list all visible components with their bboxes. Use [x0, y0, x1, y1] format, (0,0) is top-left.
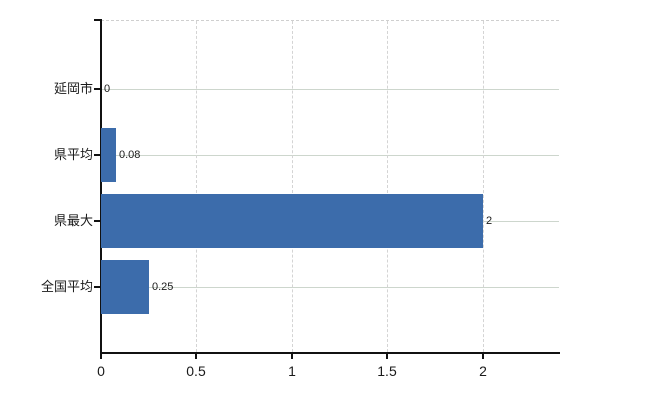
- bar-value-label: 0.25: [152, 281, 174, 293]
- x-axis-tick: [482, 353, 484, 359]
- x-axis-tick: [386, 353, 388, 359]
- x-tick-label: 0: [97, 363, 105, 379]
- horizontal-gridline: [101, 287, 559, 288]
- x-axis-line: [100, 352, 560, 354]
- x-axis-tick: [291, 353, 293, 359]
- bar: [101, 260, 149, 314]
- category-label: 県平均: [53, 147, 93, 162]
- y-axis-line: [100, 19, 102, 353]
- vertical-gridline: [196, 21, 197, 352]
- plot-top-border: [101, 20, 559, 21]
- category-label: 延岡市: [53, 81, 93, 96]
- y-axis-top-tick: [94, 19, 101, 21]
- x-tick-label: 1.5: [377, 363, 397, 379]
- x-axis-tick: [100, 353, 102, 359]
- bar-value-label: 0.08: [119, 149, 141, 161]
- category-label: 全国平均: [40, 279, 93, 294]
- vertical-gridline: [483, 21, 484, 352]
- x-tick-label: 2: [479, 363, 487, 379]
- y-axis-tick: [94, 220, 101, 222]
- x-axis-tick: [195, 353, 197, 359]
- horizontal-gridline: [101, 155, 559, 156]
- y-axis-tick: [94, 286, 101, 288]
- category-label: 県最大: [53, 213, 93, 228]
- vertical-gridline: [387, 21, 388, 352]
- x-tick-label: 1: [288, 363, 296, 379]
- bar: [101, 128, 116, 182]
- horizontal-gridline: [101, 89, 559, 90]
- bar-value-label: 2: [486, 215, 493, 227]
- bar: [101, 194, 483, 248]
- x-tick-label: 0.5: [186, 363, 206, 379]
- bar-value-label: 0: [104, 83, 111, 95]
- y-axis-tick: [94, 88, 101, 90]
- y-axis-tick: [94, 154, 101, 156]
- vertical-gridline: [292, 21, 293, 352]
